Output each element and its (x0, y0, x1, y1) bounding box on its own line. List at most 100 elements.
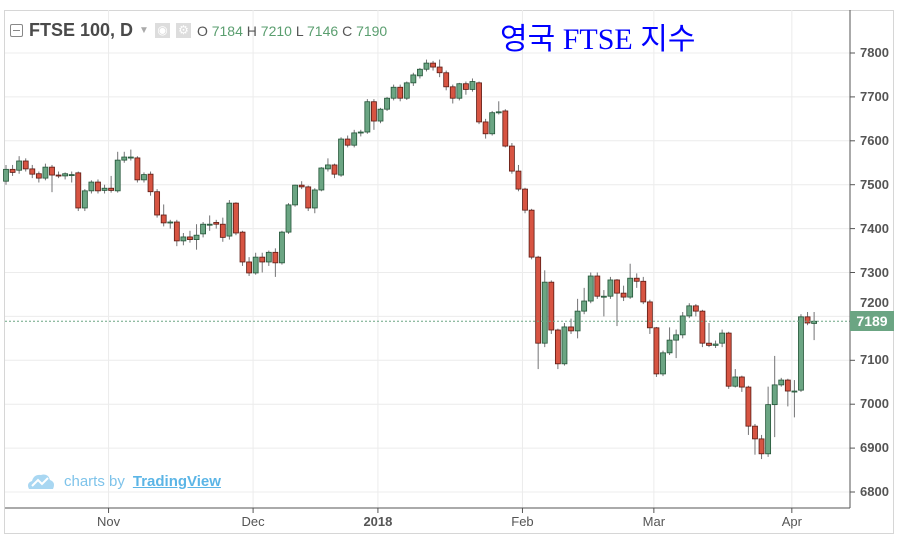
close-value: 7190 (356, 22, 388, 39)
candle-down (594, 272, 601, 299)
candle-body (482, 121, 489, 135)
candle-body (121, 156, 128, 161)
candle-body (259, 256, 266, 263)
candle-body (449, 86, 456, 99)
tradingview-link[interactable]: TradingView (132, 472, 221, 490)
candle-body (3, 168, 9, 182)
candle-body (745, 386, 752, 427)
candle-down (535, 255, 542, 370)
y-tick-label: 7400 (860, 220, 889, 236)
candle-down (758, 434, 765, 460)
candle-body (167, 221, 174, 224)
candle-down (449, 84, 456, 104)
candle-body (292, 184, 298, 206)
candle-body (692, 305, 699, 312)
candle-up (285, 203, 292, 234)
candle-up (252, 252, 259, 275)
chevron-down-icon[interactable]: ▼ (139, 25, 149, 36)
candle-down (528, 208, 535, 260)
candle-up (574, 298, 581, 339)
eye-icon[interactable]: ◉ (154, 23, 170, 38)
candle-body (22, 160, 29, 170)
candle-down (436, 59, 443, 78)
candle-body (68, 174, 75, 177)
grid (5, 10, 850, 508)
candle-body (673, 334, 680, 341)
candle-body (95, 181, 101, 192)
candle-body (765, 404, 772, 455)
candle-body (9, 168, 16, 173)
candle-up (101, 184, 108, 194)
candle-body (462, 83, 469, 90)
candle-body (594, 275, 601, 297)
candle-body (548, 281, 555, 331)
candle-down (462, 81, 469, 95)
candle-body (561, 326, 568, 365)
candle-body (397, 86, 404, 99)
collapse-icon[interactable] (10, 24, 23, 37)
candles (3, 59, 818, 460)
low-label: L (295, 22, 304, 39)
gear-icon[interactable]: ⚙ (175, 23, 191, 38)
candle-up (600, 290, 607, 317)
candle-down (738, 375, 745, 392)
candle-up (127, 149, 134, 161)
candle-down (640, 276, 647, 305)
candle-down (272, 248, 279, 277)
candle-body (219, 223, 226, 238)
candle-down (430, 60, 436, 71)
candle-body (443, 72, 450, 88)
candle-down (173, 219, 180, 247)
candle-body (134, 157, 141, 181)
candle-up (627, 263, 634, 299)
y-tick-label: 7100 (860, 352, 889, 368)
candle-body (35, 173, 42, 179)
candle-down (397, 84, 404, 102)
x-tick-label: Dec (241, 514, 265, 529)
candle-body (778, 379, 785, 386)
candle-down (213, 219, 220, 229)
candle-up (417, 67, 423, 79)
candle-body (173, 221, 180, 242)
open-value: 7184 (211, 22, 243, 39)
candle-down (554, 328, 561, 370)
candle-body (239, 231, 246, 263)
candle-down (548, 280, 555, 334)
candle-down (725, 331, 732, 389)
x-tick-label: 2018 (363, 514, 393, 529)
candle-up (679, 312, 686, 339)
candle-body (62, 173, 69, 177)
candle-body (357, 131, 364, 134)
candle-body (528, 209, 535, 258)
candle-body (108, 187, 115, 191)
candle-body (798, 316, 804, 391)
candle-body (706, 342, 712, 346)
candle-body (719, 332, 726, 344)
candle-up (581, 287, 588, 315)
candle-up (732, 369, 739, 388)
candle-body (16, 160, 23, 171)
candle-up (377, 107, 384, 124)
candle-body (331, 164, 338, 175)
tradingview-watermark[interactable]: charts by TradingView (26, 471, 221, 491)
candle-up (325, 158, 331, 172)
chart-header: FTSE 100, D ▼ ◉ ⚙ O 7184 H 7210 L 7146 C… (10, 20, 387, 41)
candle-body (554, 329, 561, 365)
candle-body (154, 191, 161, 216)
candle-up (206, 215, 213, 231)
candle-up (180, 232, 187, 246)
candle-body (600, 295, 607, 298)
candle-body (371, 101, 377, 122)
candle-up (338, 137, 344, 177)
candle-body (127, 156, 134, 159)
candle-body (81, 190, 88, 209)
candle-up (469, 78, 476, 92)
candle-up (88, 180, 95, 194)
candle-down (75, 171, 82, 212)
candle-up (798, 314, 804, 392)
candle-up (771, 355, 778, 438)
candle-up (712, 340, 719, 349)
candle-up (351, 129, 358, 148)
symbol-label[interactable]: FTSE 100, D (29, 20, 134, 40)
